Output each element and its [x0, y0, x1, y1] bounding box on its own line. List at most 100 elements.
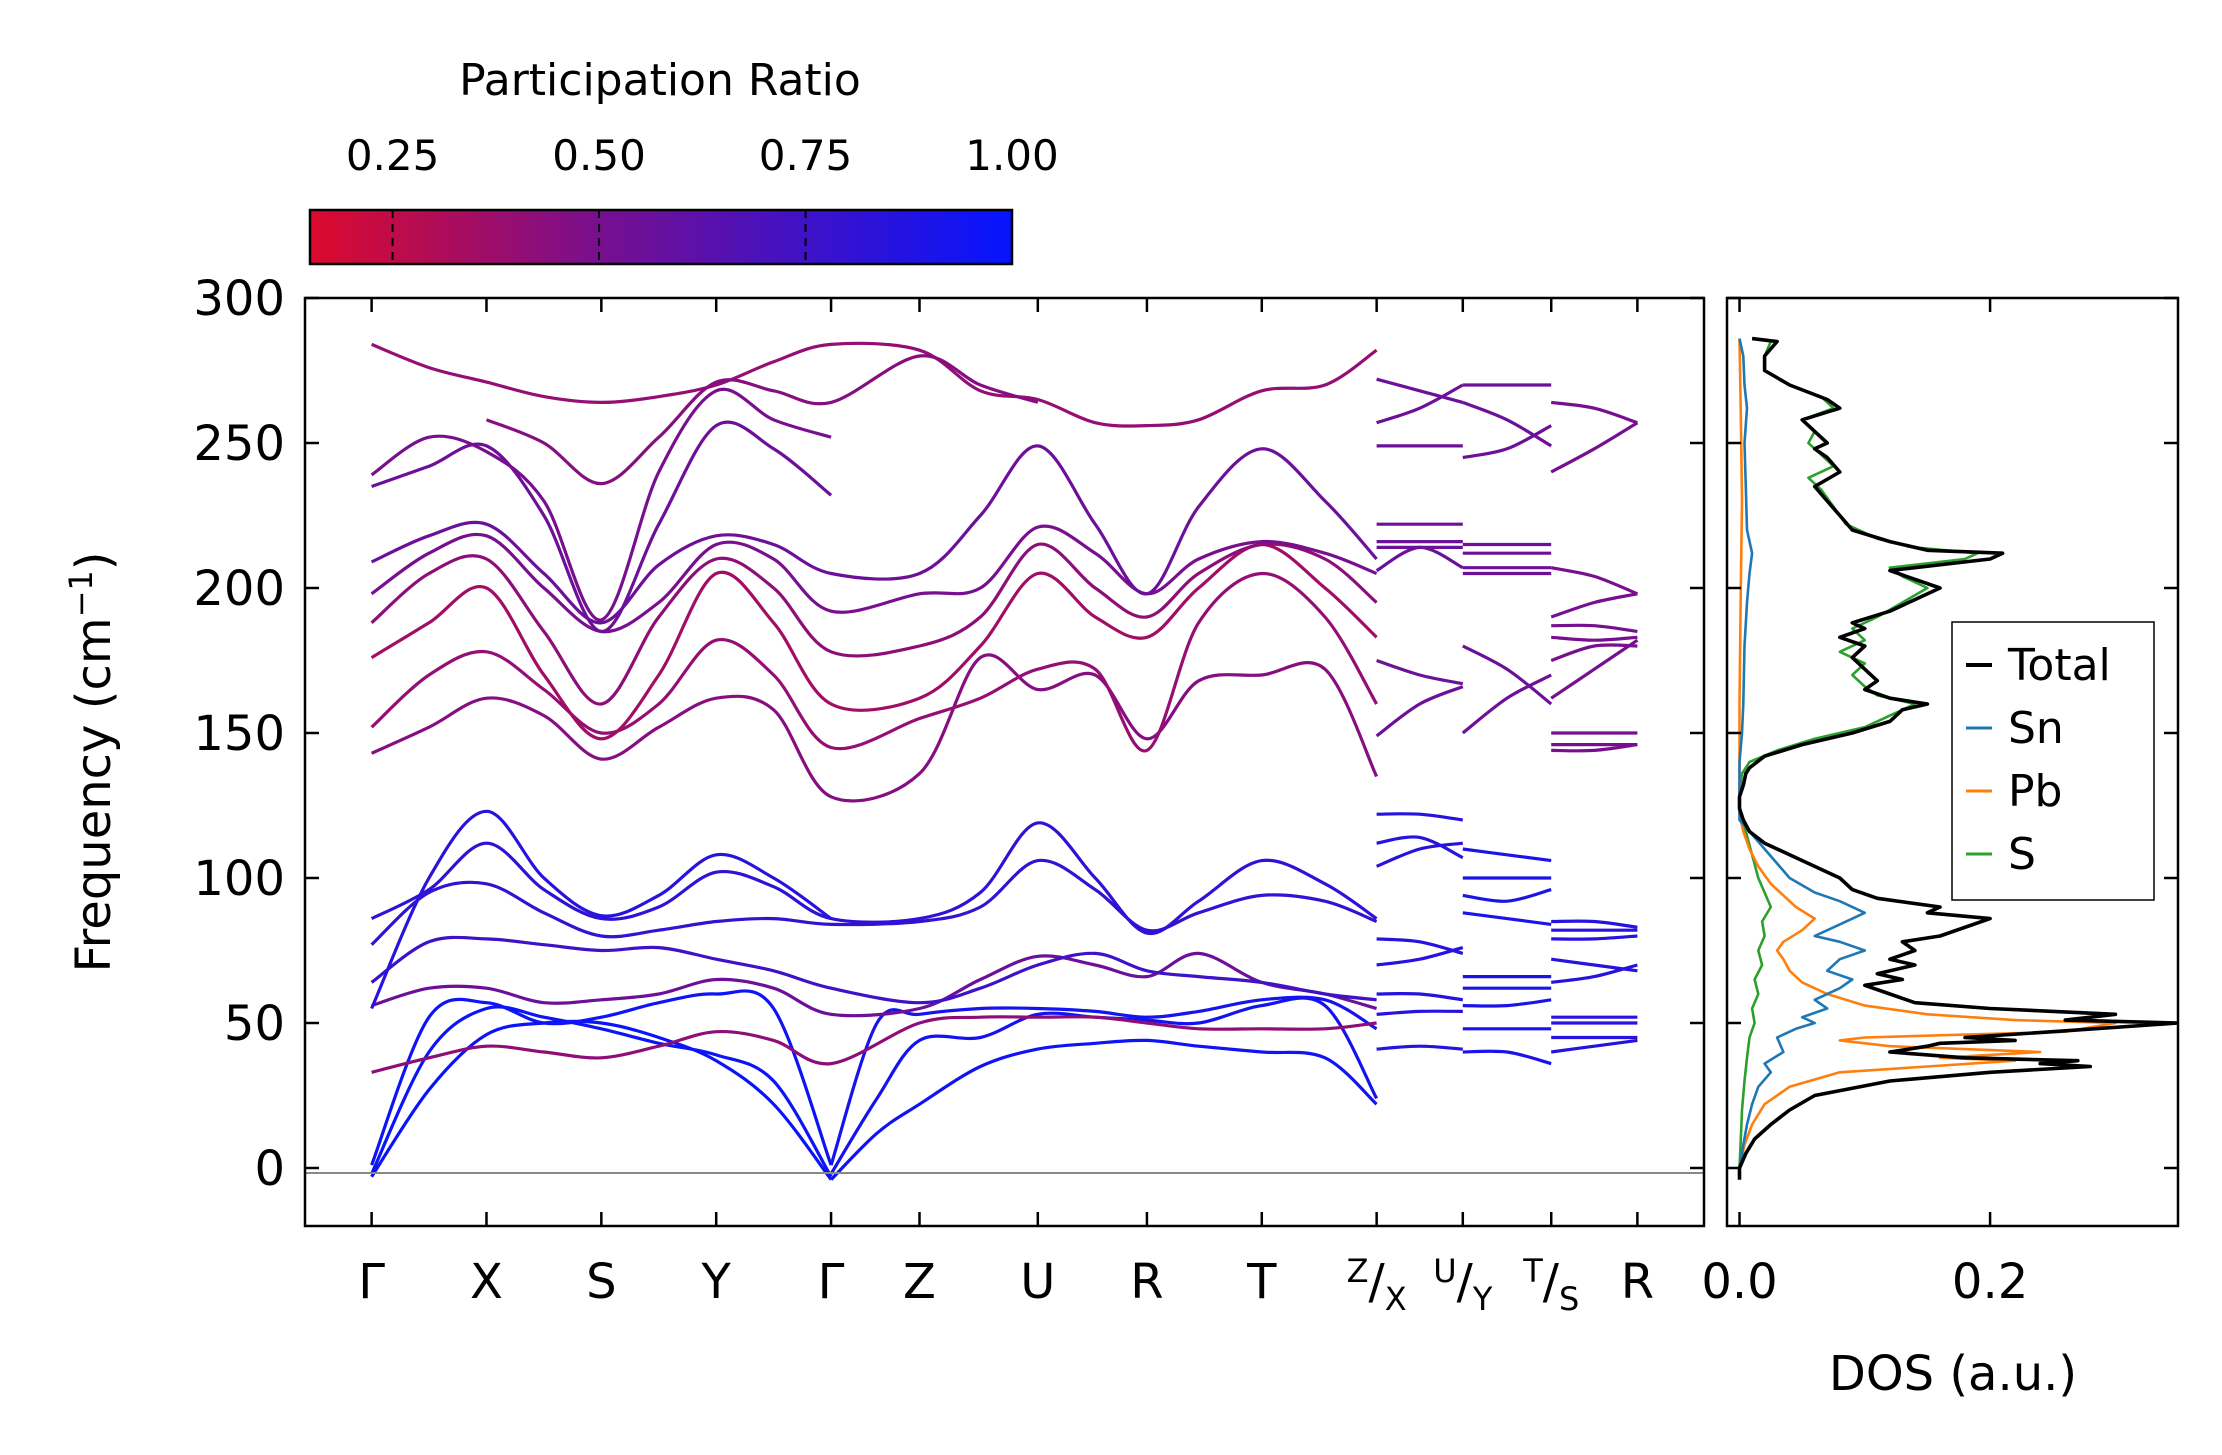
band-branch-3-8	[1462, 1049, 1552, 1066]
band-branch-1-4	[1376, 946, 1464, 967]
band-branch-5-4	[1550, 963, 1638, 984]
band-high-opt-5	[370, 524, 1378, 634]
band-x-tick-label: X	[470, 1254, 503, 1310]
band-branch-4-2	[1550, 566, 1638, 596]
dos-x-tick-label: 0.0	[1701, 1254, 1777, 1310]
band-branch-1-6	[1376, 1009, 1463, 1016]
legend-label-total: Total	[2007, 640, 2111, 691]
band-low-opt-1	[371, 1015, 1377, 1074]
band-acoustic-4	[829, 1038, 1378, 1181]
dos-x-ticks: 0.0 0.2	[1701, 298, 2028, 1310]
y-axis-label: Frequency (cm−1)	[62, 551, 122, 972]
band-branch-2-8	[1462, 644, 1553, 706]
dos-x-axis-label: DOS (a.u.)	[1829, 1346, 2077, 1402]
band-branch-3-6	[1462, 998, 1552, 1008]
band-branch-2-7	[1461, 673, 1552, 735]
band-x-tick-label: U	[1020, 1254, 1055, 1310]
band-branch-4-4	[1551, 623, 1638, 634]
band-branch-3-2	[1462, 888, 1552, 903]
dos-series-s	[1738, 337, 1979, 1180]
band-high-opt-9	[370, 341, 1378, 428]
band-x-tick-label: T/S	[1522, 1252, 1579, 1318]
colorbar-gradient	[308, 208, 1014, 266]
band-x-tick-label: Y	[701, 1254, 732, 1310]
band-branch-1-7	[1376, 1044, 1463, 1051]
colorbar-tick-label: 0.25	[346, 131, 440, 180]
dos-lines	[1737, 336, 2178, 1180]
band-x-ticks	[370, 298, 1639, 1226]
band-high-opt-1	[370, 653, 1379, 803]
colorbar-tick-label: 0.50	[552, 131, 646, 180]
dos-panel: 0.0 0.2 DOS (a.u.) Total Sn Pb S	[1701, 296, 2180, 1402]
band-low-opt-6	[370, 809, 833, 1010]
band-branch-4-7	[1550, 638, 1639, 700]
band-high-opt-2	[370, 571, 1378, 753]
band-branch-4-5	[1551, 635, 1638, 642]
band-branch-1-1	[1376, 835, 1464, 860]
band-acoustic-2	[370, 1005, 833, 1178]
band-branch-1-0	[1376, 812, 1464, 822]
band-y-tick-label: 50	[224, 996, 285, 1052]
band-y-tick-label: 200	[193, 561, 285, 617]
dos-x-tick-label: 0.2	[1952, 1254, 2028, 1310]
colorbar-title: Participation Ratio	[459, 55, 861, 106]
band-low-opt-3	[370, 935, 1377, 1005]
band-x-tick-label: R	[1130, 1254, 1163, 1310]
band-branch-5-8	[1550, 1038, 1638, 1054]
band-acoustic-1	[370, 1019, 833, 1181]
band-branch-0-7	[1376, 658, 1464, 686]
band-branch-5-0	[1551, 919, 1638, 929]
band-y-tick-label: 150	[193, 706, 285, 762]
band-x-tick-label: S	[586, 1254, 616, 1310]
colorbar-tick-labels: 0.25 0.50 0.75 1.00	[346, 131, 1059, 180]
band-x-tick-label: Z/X	[1347, 1252, 1407, 1318]
band-x-tick-label: U/Y	[1433, 1252, 1493, 1318]
dos-plot-frame	[1725, 296, 2180, 1228]
band-branch-0-6	[1375, 545, 1464, 573]
dos-series-sn	[1738, 338, 1867, 1180]
band-branch-1-2	[1375, 841, 1464, 868]
band-branch-2-2	[1462, 424, 1552, 460]
band-high-opt-6	[370, 444, 1378, 625]
band-low-opt-4	[370, 858, 1378, 946]
band-branch-4-0	[1550, 400, 1638, 425]
band-branch-1-5	[1376, 991, 1464, 1002]
band-acoustic-6	[829, 995, 1378, 1166]
band-x-tick-label: Γ	[818, 1254, 845, 1310]
band-branch-4-1	[1550, 421, 1639, 474]
band-branch-0-8	[1375, 685, 1464, 738]
band-branch-4-10	[1551, 743, 1638, 753]
band-y-tick-label: 0	[254, 1141, 285, 1197]
band-plot-frame	[303, 296, 1706, 1228]
band-high-opt-3	[370, 542, 1378, 741]
band-acoustic-3	[370, 989, 833, 1166]
colorbar-ticks	[391, 210, 807, 264]
band-y-ticks: 0 50 100 150 200 250 300	[193, 271, 1704, 1197]
colorbar-tick-label: 1.00	[965, 131, 1059, 180]
band-low-opt-2	[371, 951, 1378, 1018]
band-y-tick-label: 250	[193, 416, 285, 472]
band-lines	[370, 341, 1639, 1181]
band-branch-4-3	[1550, 592, 1638, 619]
band-x-tick-label: R	[1621, 1254, 1654, 1310]
band-y-tick-label: 300	[193, 271, 285, 327]
colorbar: Participation Ratio 0.25 0.50 0.75 1.00	[308, 55, 1059, 266]
band-branch-3-3	[1462, 911, 1552, 926]
band-high-opt-4	[370, 542, 1378, 706]
dos-y-ticks	[1727, 296, 2178, 1170]
band-branch-0-0	[1376, 377, 1464, 404]
band-structure-panel: 0 50 100 150 200 250 300 Γ X S Y Γ Z U R T Z/X U/Y T/S R F…	[62, 271, 1706, 1318]
band-low-opt-5	[370, 821, 1378, 936]
band-branch-5-2	[1551, 934, 1638, 941]
dos-legend: Total Sn Pb S	[1951, 621, 2155, 901]
band-high-opt-8	[370, 387, 832, 622]
dos-series-total	[1737, 336, 2178, 1180]
band-y-tick-label: 100	[193, 851, 285, 907]
band-x-tick-label: Γ	[358, 1254, 385, 1310]
band-x-tick-label: Z	[903, 1254, 936, 1310]
legend-label-s: S	[2008, 829, 2036, 880]
band-branch-5-3	[1550, 957, 1638, 973]
band-high-opt-10	[485, 354, 1039, 486]
legend-label-sn: Sn	[2008, 703, 2064, 754]
